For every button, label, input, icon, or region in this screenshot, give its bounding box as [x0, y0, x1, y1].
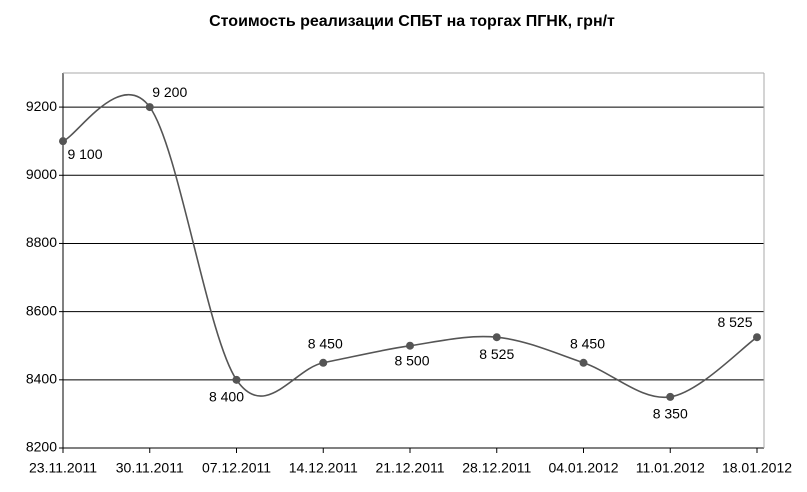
- x-tick-label: 11.01.2012: [636, 460, 705, 476]
- x-tick-label: 28.12.2011: [462, 460, 531, 476]
- data-label: 8 525: [717, 314, 752, 330]
- x-tick-label: 18.01.2012: [722, 460, 792, 476]
- marker: [579, 358, 588, 367]
- y-tick-label: 8400: [26, 371, 57, 387]
- x-tick-label: 14.12.2011: [289, 460, 358, 476]
- line: [62, 93, 758, 399]
- marker: [492, 333, 501, 342]
- marker: [59, 137, 67, 146]
- marker: [145, 103, 154, 112]
- data-label: 8 525: [479, 346, 514, 362]
- marker: [666, 392, 675, 401]
- data-label: 8 450: [570, 335, 605, 351]
- marker: [232, 375, 241, 384]
- data-label: 8 500: [394, 352, 429, 368]
- x-tick-label: 21.12.2011: [375, 460, 444, 476]
- marker: [319, 358, 328, 367]
- y-tick-label: 8200: [26, 439, 57, 455]
- x-tick-label: 04.01.2012: [548, 460, 618, 476]
- y-tick-label: 9200: [26, 98, 57, 114]
- y-tick-label: 8600: [26, 302, 57, 318]
- y-tick-label: 8800: [26, 234, 57, 250]
- marker: [753, 333, 761, 342]
- y-tick-label: 9000: [26, 166, 57, 182]
- x-tick-label: 23.11.2011: [29, 460, 97, 476]
- data-label: 8 350: [653, 406, 688, 422]
- data-label: 8 450: [308, 335, 343, 351]
- data-label: 9 100: [67, 146, 102, 162]
- x-tick-label: 30.11.2011: [116, 460, 184, 476]
- data-label: 8 400: [209, 389, 244, 405]
- data-label: 9 200: [152, 84, 187, 100]
- marker: [406, 341, 414, 350]
- chart-title: Стоимость реализации СПБТ на торгах ПГНК…: [209, 13, 615, 30]
- x-tick-label: 07.12.2011: [202, 460, 271, 476]
